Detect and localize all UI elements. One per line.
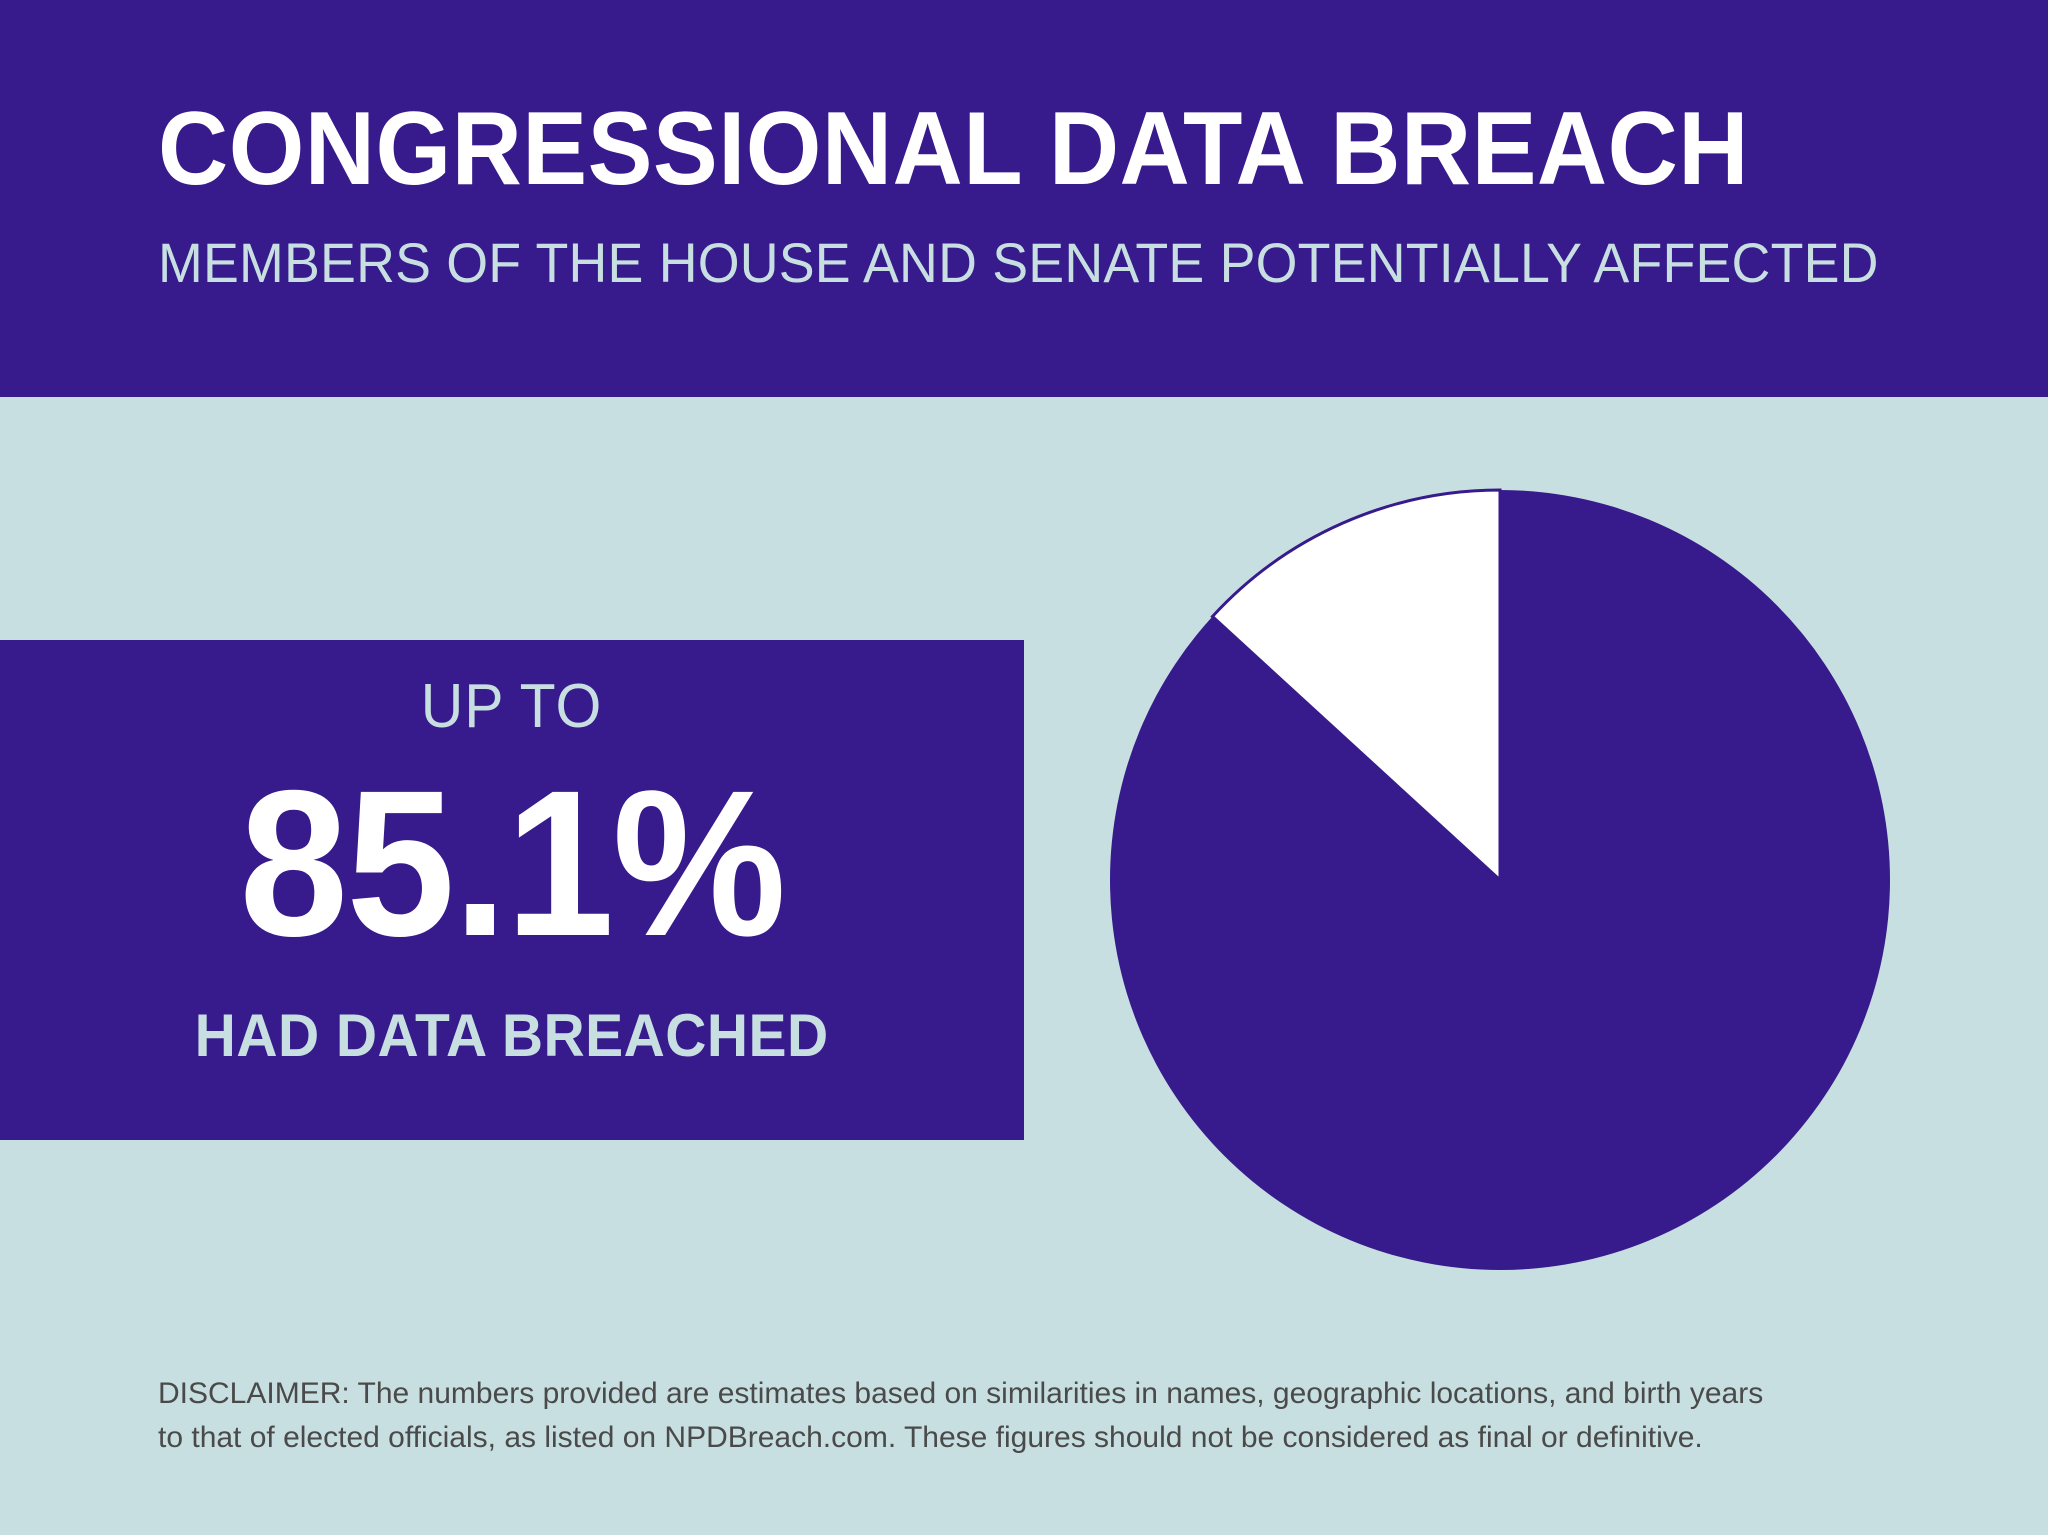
stat-callout-box: UP TO 85.1% HAD DATA BREACHED	[0, 640, 1024, 1140]
disclaimer-line-2: to that of elected officials, as listed …	[158, 1420, 1703, 1454]
pie-slice-not-breached	[1210, 488, 1502, 884]
page-subtitle: MEMBERS OF THE HOUSE AND SENATE POTENTIA…	[158, 231, 1879, 294]
stat-caption-label: HAD DATA BREACHED	[194, 1002, 829, 1069]
stat-eyebrow-label: UP TO	[421, 672, 603, 741]
pie-chart-svg	[1110, 488, 1890, 1270]
pie-chart	[1107, 487, 1893, 1273]
header-band: CONGRESSIONAL DATA BREACH MEMBERS OF THE…	[0, 0, 2048, 397]
page-title: CONGRESSIONAL DATA BREACH	[158, 91, 1749, 207]
stat-percentage-value: 85.1%	[239, 748, 787, 980]
disclaimer-text: DISCLAIMER: The numbers provided are est…	[158, 1372, 1958, 1460]
disclaimer-line-1: DISCLAIMER: The numbers provided are est…	[158, 1377, 1764, 1410]
